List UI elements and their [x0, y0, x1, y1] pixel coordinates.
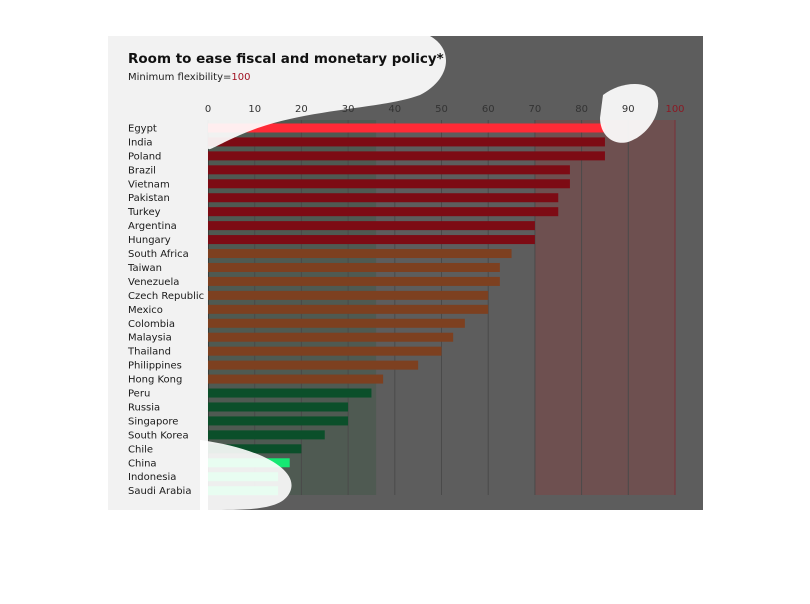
x-tick-label: 30 [342, 104, 355, 115]
chart-subtitle: Minimum flexibility=100 [128, 72, 251, 83]
category-label: Indonesia [128, 472, 176, 483]
bar [208, 207, 559, 217]
category-label: Egypt [128, 123, 157, 134]
bar [208, 235, 535, 245]
bar [208, 165, 570, 175]
category-label: Poland [128, 151, 161, 162]
bar [208, 346, 442, 356]
x-tick-label: 0 [205, 104, 211, 115]
bar [208, 304, 489, 314]
category-label: Vietnam [128, 179, 170, 190]
category-label: Czech Republic [128, 291, 204, 302]
category-label: Thailand [127, 347, 171, 358]
bar [208, 221, 535, 231]
x-tick-label: 90 [622, 104, 635, 115]
category-label: Malaysia [128, 333, 172, 344]
bar [208, 332, 454, 342]
category-label: Venezuela [128, 277, 179, 288]
x-tick-label: 20 [295, 104, 308, 115]
subtitle-value: 100 [231, 72, 250, 83]
category-label: Hungary [128, 235, 171, 246]
x-tick-label: 40 [388, 104, 401, 115]
left-highlight-column [108, 148, 208, 510]
bar [208, 151, 605, 161]
highlight-overlay [108, 36, 659, 510]
category-label: Mexico [128, 305, 163, 316]
category-labels: Egypt India Poland Brazil Vietnam Pakistan Tur… [127, 123, 204, 497]
bar [208, 262, 500, 272]
bar [208, 416, 349, 426]
bar [208, 179, 570, 189]
category-label: Brazil [128, 165, 156, 176]
category-label: Russia [128, 402, 160, 413]
bar [208, 444, 302, 454]
category-label: Argentina [128, 221, 177, 232]
category-label: Singapore [128, 416, 178, 427]
category-label: Pakistan [128, 193, 170, 204]
band-high [534, 120, 675, 495]
bar [208, 360, 419, 370]
bar [208, 430, 325, 440]
category-label: India [128, 137, 153, 148]
bar [208, 193, 559, 203]
category-label: Turkey [127, 207, 161, 218]
category-label: Colombia [128, 319, 175, 330]
x-tick-label: 10 [248, 104, 261, 115]
bar [208, 318, 465, 328]
x-tick-label: 80 [575, 104, 588, 115]
category-label: South Korea [128, 430, 189, 441]
bar [208, 276, 500, 286]
bar [208, 290, 489, 300]
category-label: Saudi Arabia [128, 486, 191, 497]
x-tick-label: 50 [435, 104, 448, 115]
chart-title: Room to ease fiscal and monetary policy* [128, 51, 444, 67]
bottom-highlight-blob [200, 440, 292, 510]
subtitle-prefix: Minimum flexibility= [128, 72, 231, 83]
bar [208, 249, 512, 259]
x-tick-label: 60 [482, 104, 495, 115]
top-highlight-blob [108, 36, 447, 150]
bar [208, 137, 605, 147]
right-highlight-blob [600, 84, 659, 143]
category-label: Taiwan [127, 263, 162, 274]
bar [208, 374, 384, 384]
category-label: China [128, 458, 157, 469]
category-label: South Africa [128, 249, 189, 260]
bar [208, 402, 349, 412]
category-label: Chile [128, 444, 153, 455]
category-label: Hong Kong [128, 375, 182, 386]
bar [208, 388, 372, 398]
bar [208, 123, 605, 133]
tick-labels: 0 10 20 30 40 50 60 70 80 90 100 [205, 104, 685, 115]
category-label: Peru [128, 389, 150, 400]
x-tick-label: 100 [665, 104, 684, 115]
x-tick-label: 70 [529, 104, 542, 115]
category-label: Philippines [128, 361, 182, 372]
bars-layer [208, 123, 605, 496]
